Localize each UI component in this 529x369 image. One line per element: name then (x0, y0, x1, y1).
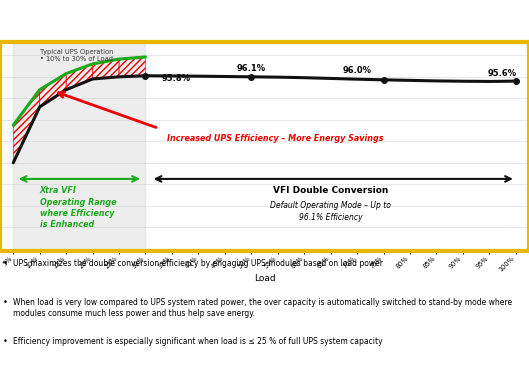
Text: •: • (3, 259, 7, 268)
Text: Xtra VFI provides a Secure way to Significantly Increase Efficiency in Datacentr: Xtra VFI provides a Secure way to Signif… (20, 13, 509, 23)
Text: VFI Double Conversion: VFI Double Conversion (273, 186, 388, 196)
Text: Typical UPS Operation
• 10% to 30% of Load: Typical UPS Operation • 10% to 30% of Lo… (40, 49, 113, 62)
Text: Xtra VFI
Operating Range
where Efficiency
is Enhanced: Xtra VFI Operating Range where Efficienc… (40, 186, 116, 229)
Text: 95.6%: 95.6% (488, 69, 517, 79)
Text: •: • (3, 337, 7, 346)
Text: Default Operating Mode – Up to
96.1% Efficiency: Default Operating Mode – Up to 96.1% Eff… (270, 201, 391, 222)
Text: 96.0%: 96.0% (343, 66, 371, 75)
Text: 95.8%: 95.8% (161, 74, 190, 83)
Text: do not run on Full Load: do not run on Full Load (199, 30, 330, 40)
Text: UPS maximizes the double conversion efficiency by engaging UPS modules based on : UPS maximizes the double conversion effi… (13, 259, 383, 268)
X-axis label: Load: Load (254, 274, 275, 283)
Text: •: • (3, 298, 7, 307)
Text: 96.1%: 96.1% (236, 64, 266, 73)
Text: Efficiency improvement is especially significant when load is ≤ 25 % of full UPS: Efficiency improvement is especially sig… (13, 337, 383, 346)
Text: Increased UPS Efficiency – More Energy Savings: Increased UPS Efficiency – More Energy S… (167, 134, 383, 143)
Text: When load is very low compared to UPS system rated power, the over capacity is a: When load is very low compared to UPS sy… (13, 298, 513, 318)
Bar (13, 42, 145, 251)
